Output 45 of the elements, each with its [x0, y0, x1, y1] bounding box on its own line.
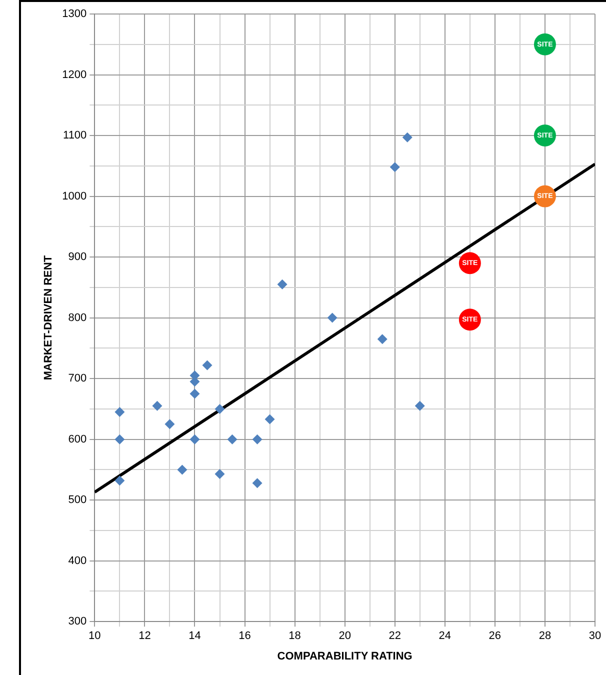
y-tick-label: 800: [68, 312, 87, 324]
x-tick-label: 16: [238, 630, 251, 642]
point: [227, 434, 238, 444]
point: [177, 464, 188, 475]
x-tick-label: 18: [288, 630, 301, 642]
point: [252, 478, 262, 488]
point: [214, 468, 225, 479]
x-tick-label: 24: [438, 630, 452, 642]
y-tick-label: 1200: [62, 68, 87, 81]
point: [252, 434, 262, 444]
point: [190, 434, 200, 444]
y-tick-label: 500: [68, 494, 87, 506]
x-tick-label: 14: [188, 630, 201, 642]
point: [264, 414, 275, 424]
x-tick-label: 12: [138, 630, 151, 642]
point: [152, 400, 162, 411]
point: [277, 279, 288, 290]
x-tick-label: 30: [588, 630, 602, 642]
point: [402, 132, 412, 142]
y-tick-label: 700: [68, 372, 87, 385]
x-tick-label: 26: [488, 630, 502, 642]
point: [114, 476, 125, 486]
x-tick-label: 22: [388, 630, 401, 642]
point: [202, 360, 212, 370]
y-tick-label: 400: [68, 554, 87, 567]
point: [327, 312, 338, 323]
point: [377, 334, 388, 344]
y-tick-label: 900: [68, 251, 87, 264]
point: [214, 404, 225, 414]
point: [114, 406, 125, 417]
point: [414, 400, 425, 411]
point: [114, 434, 125, 444]
point: [390, 162, 400, 172]
x-tick-label: 10: [88, 630, 101, 642]
y-tick-label: 1000: [62, 190, 87, 202]
x-axis-title: COMPARABILITY RATING: [277, 650, 412, 662]
y-tick-label: 1300: [62, 8, 87, 20]
x-tick-label: 28: [538, 630, 552, 642]
y-axis-title: MARKET-DRIVEN RENT: [42, 255, 55, 380]
y-tick-label: 1100: [63, 130, 87, 142]
y-tick-label: 600: [68, 433, 87, 446]
point: [164, 419, 175, 430]
y-tick-label: 300: [68, 616, 87, 628]
point: [190, 388, 200, 399]
x-tick-label: 20: [338, 630, 351, 642]
